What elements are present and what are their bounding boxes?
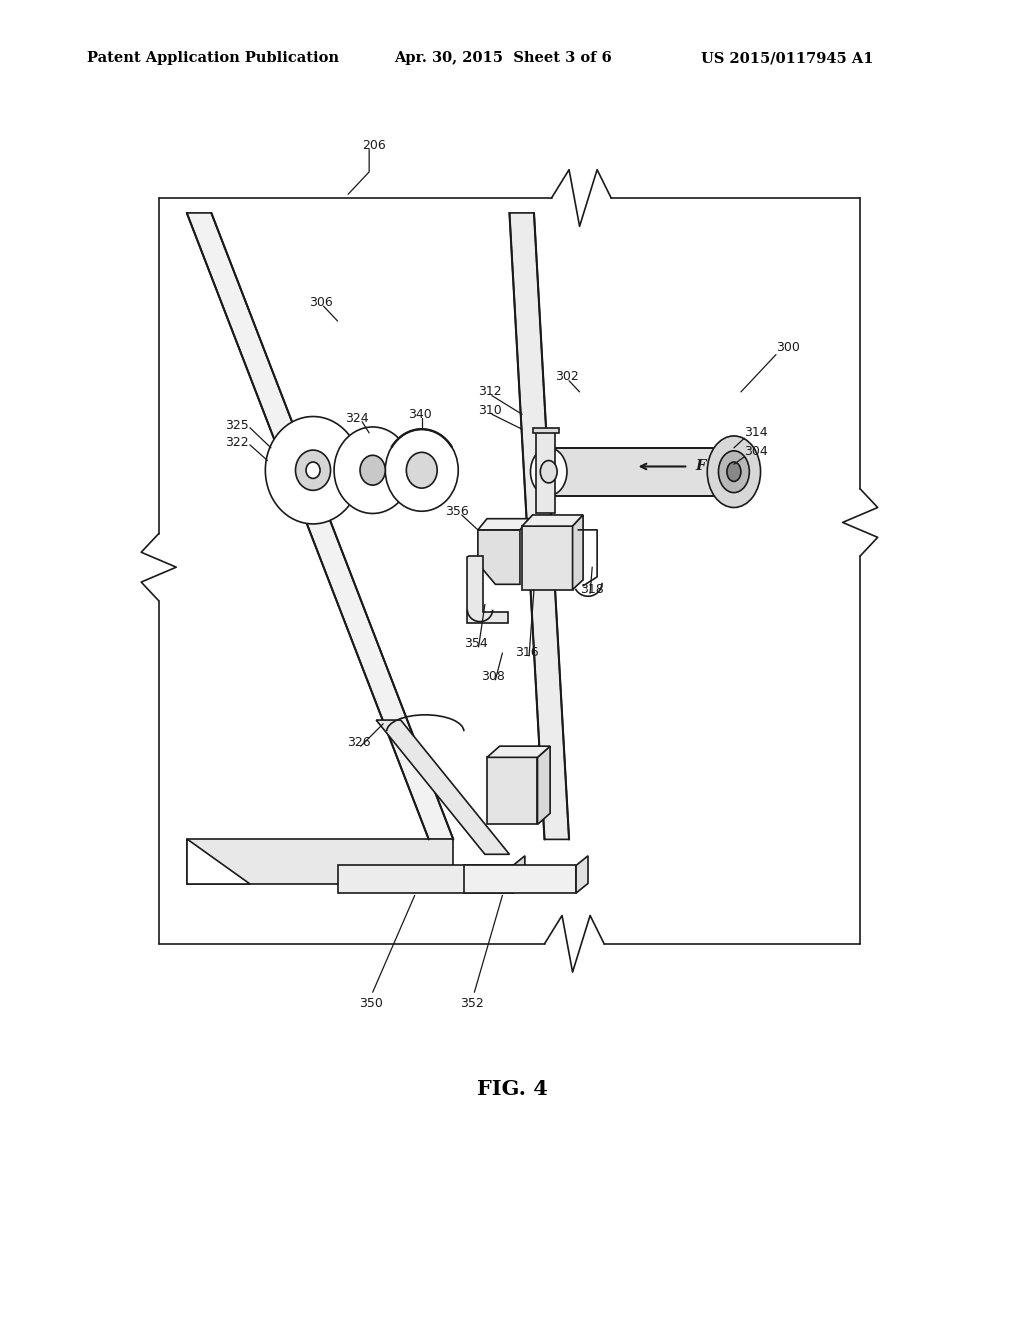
Polygon shape — [186, 213, 454, 840]
Polygon shape — [338, 866, 513, 894]
Text: 206: 206 — [362, 140, 386, 152]
Text: Apr. 30, 2015  Sheet 3 of 6: Apr. 30, 2015 Sheet 3 of 6 — [394, 51, 612, 65]
Ellipse shape — [385, 429, 458, 511]
Text: 356: 356 — [444, 504, 469, 517]
Ellipse shape — [296, 450, 331, 490]
Polygon shape — [534, 428, 558, 433]
Text: 350: 350 — [358, 997, 383, 1010]
Polygon shape — [577, 855, 588, 894]
Polygon shape — [572, 515, 583, 590]
Polygon shape — [186, 840, 454, 884]
Text: 354: 354 — [464, 638, 487, 651]
Polygon shape — [538, 746, 550, 825]
Text: 318: 318 — [580, 583, 603, 597]
Text: 314: 314 — [744, 426, 768, 440]
Text: 322: 322 — [225, 436, 249, 449]
Ellipse shape — [265, 417, 360, 524]
Ellipse shape — [407, 453, 437, 488]
Text: 302: 302 — [555, 371, 579, 384]
Ellipse shape — [708, 436, 761, 507]
Polygon shape — [487, 746, 550, 758]
Polygon shape — [331, 453, 397, 487]
Text: 325: 325 — [225, 418, 249, 432]
Ellipse shape — [382, 447, 413, 492]
Polygon shape — [467, 556, 508, 623]
Ellipse shape — [727, 462, 741, 482]
Polygon shape — [522, 515, 583, 527]
Ellipse shape — [360, 455, 385, 486]
Text: F: F — [695, 459, 707, 474]
Text: 312: 312 — [478, 385, 502, 399]
Ellipse shape — [334, 426, 412, 513]
Polygon shape — [541, 447, 734, 496]
Polygon shape — [186, 840, 250, 884]
Text: 316: 316 — [515, 647, 539, 660]
Text: 352: 352 — [461, 997, 484, 1010]
Text: 324: 324 — [345, 412, 369, 425]
Text: 308: 308 — [481, 671, 505, 684]
Ellipse shape — [306, 462, 321, 478]
Text: US 2015/0117945 A1: US 2015/0117945 A1 — [701, 51, 873, 65]
Polygon shape — [510, 213, 569, 840]
Text: 306: 306 — [309, 296, 333, 309]
Text: Patent Application Publication: Patent Application Publication — [87, 51, 339, 65]
Polygon shape — [478, 529, 520, 585]
Polygon shape — [487, 758, 538, 825]
Polygon shape — [522, 527, 572, 590]
Polygon shape — [464, 866, 577, 894]
Ellipse shape — [530, 447, 567, 495]
Text: 304: 304 — [744, 445, 768, 458]
Text: FIG. 4: FIG. 4 — [476, 1078, 548, 1100]
Polygon shape — [478, 519, 529, 529]
Text: 300: 300 — [776, 341, 800, 354]
Text: 326: 326 — [347, 737, 371, 748]
Text: 310: 310 — [478, 404, 502, 417]
Text: 340: 340 — [408, 408, 431, 421]
Ellipse shape — [719, 451, 750, 492]
Ellipse shape — [541, 461, 557, 483]
Polygon shape — [537, 430, 555, 512]
Polygon shape — [513, 855, 525, 894]
Polygon shape — [376, 721, 510, 854]
